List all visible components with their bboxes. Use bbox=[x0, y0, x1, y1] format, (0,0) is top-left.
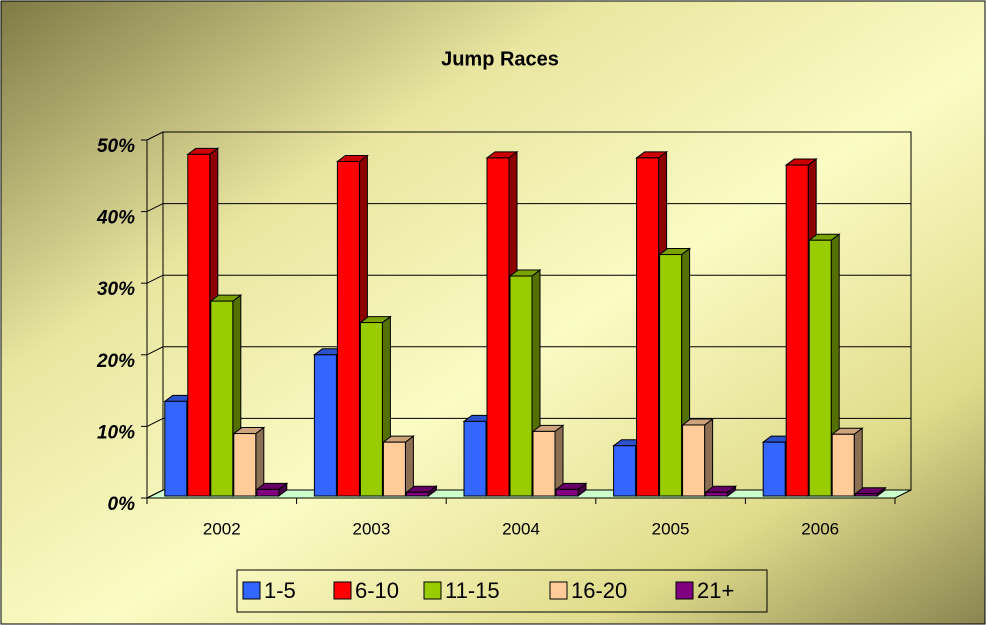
x-tick-label: 2004 bbox=[502, 519, 540, 538]
legend-label: 1-5 bbox=[264, 578, 296, 603]
bar-front bbox=[785, 164, 809, 497]
bar-front bbox=[336, 160, 360, 497]
bar-front bbox=[762, 441, 786, 497]
legend-swatch bbox=[423, 581, 442, 600]
bar-front bbox=[164, 400, 188, 497]
legend-label: 16-20 bbox=[571, 578, 627, 603]
bar-front bbox=[382, 441, 406, 497]
bar bbox=[681, 417, 715, 497]
bar-front bbox=[463, 420, 487, 497]
bar-side bbox=[853, 427, 863, 497]
legend-label: 11-15 bbox=[445, 578, 500, 603]
bar-front bbox=[682, 424, 706, 497]
y-tick-label: 10% bbox=[97, 422, 135, 443]
grid-line bbox=[146, 131, 911, 141]
bar-front bbox=[405, 491, 429, 497]
x-tick-label: 2002 bbox=[203, 519, 241, 538]
legend-swatch bbox=[549, 581, 568, 600]
y-tick-label: 40% bbox=[96, 208, 135, 229]
legend-label: 21+ bbox=[697, 578, 734, 603]
plot-area: 0% 10% 20% 30% 40% 50% 2002 2003 2004 2005 2006 bbox=[96, 131, 912, 538]
bar-front bbox=[555, 488, 579, 497]
y-tick-label: 30% bbox=[97, 279, 135, 300]
bar-side bbox=[704, 417, 714, 497]
bar-front bbox=[613, 445, 637, 497]
legend-box bbox=[236, 569, 768, 613]
legend: 1-5 6-10 11-15 16-20 21+ bbox=[242, 578, 734, 603]
bar-front bbox=[256, 488, 280, 497]
bar-front bbox=[659, 254, 683, 497]
bar bbox=[381, 435, 415, 497]
bar-front bbox=[636, 157, 660, 497]
bar-front bbox=[854, 493, 878, 497]
bar bbox=[830, 427, 864, 497]
bar bbox=[404, 485, 438, 497]
bar-front bbox=[509, 275, 533, 497]
y-tick-label: 50% bbox=[97, 136, 135, 157]
bar-front bbox=[233, 433, 257, 497]
bar bbox=[255, 482, 289, 497]
bar-front bbox=[359, 322, 383, 497]
bar-side bbox=[404, 435, 414, 497]
legend-label: 6-10 bbox=[355, 578, 399, 603]
bar-front bbox=[831, 433, 855, 497]
x-tick-label: 2006 bbox=[801, 519, 839, 538]
x-tick-label: 2003 bbox=[352, 519, 390, 538]
bar bbox=[554, 482, 588, 497]
bar bbox=[704, 485, 738, 497]
x-tick-label: 2005 bbox=[652, 519, 690, 538]
bar-front bbox=[705, 491, 729, 497]
bar bbox=[232, 426, 266, 498]
legend-swatch bbox=[675, 581, 694, 600]
bar-front bbox=[313, 354, 337, 497]
legend-swatch bbox=[333, 581, 352, 600]
bar-front bbox=[808, 239, 832, 497]
bar bbox=[531, 424, 565, 497]
bar-front bbox=[486, 157, 510, 497]
chart-title: Jump Races bbox=[441, 48, 559, 70]
bar-front bbox=[210, 300, 234, 497]
bar bbox=[853, 486, 887, 497]
bar-front bbox=[532, 430, 556, 497]
y-tick-label: 0% bbox=[108, 494, 136, 515]
y-tick-label: 20% bbox=[96, 351, 135, 372]
legend-swatch bbox=[242, 581, 261, 600]
bar-front bbox=[187, 153, 211, 497]
